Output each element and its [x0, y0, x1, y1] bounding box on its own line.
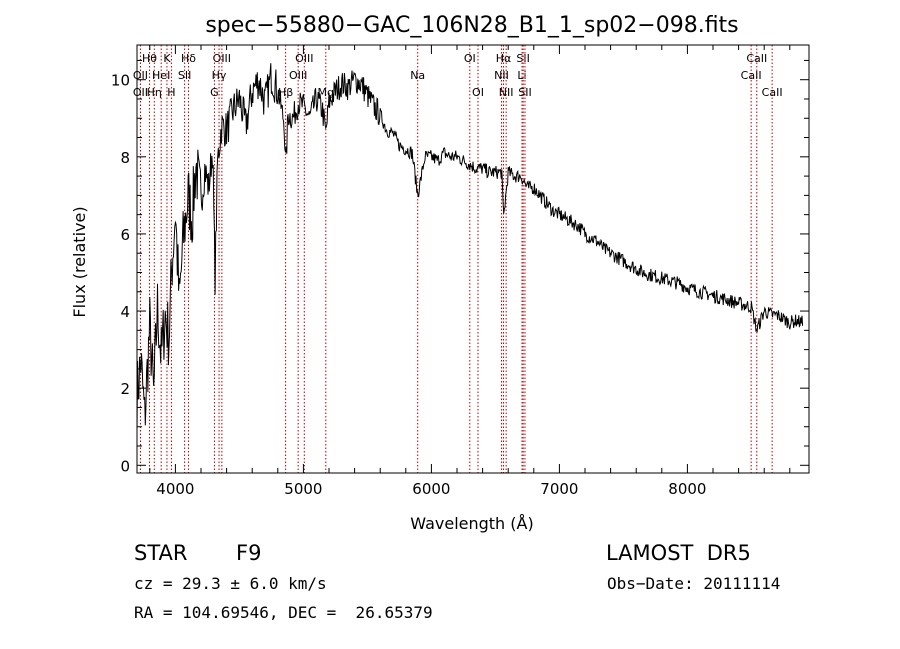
line-label-17: OI: [464, 52, 476, 65]
survey-label: LAMOST DR5: [606, 541, 751, 565]
y-tick-label-2: 4: [120, 303, 130, 321]
line-label-4: K: [163, 52, 171, 65]
x-axis-label: Wavelength (Å): [410, 514, 533, 533]
x-tick-label-2: 6000: [412, 480, 450, 498]
line-label-22: SII: [516, 52, 529, 65]
x-tick-label-3: 7000: [540, 480, 578, 498]
line-label-9: OIII: [213, 52, 231, 65]
observation-date-label: Obs−Date: 20111114: [607, 574, 781, 593]
line-label-27: CaII: [762, 86, 783, 99]
line-label-12: OIII: [295, 52, 313, 65]
line-label-26: CaII: [741, 69, 762, 82]
line-label-16: Na: [410, 69, 425, 82]
spectrum-line: [136, 63, 804, 431]
chart-title: spec−55880−GAC_106N28_B1_1_sp02−098.fits: [205, 13, 738, 38]
line-label-11: G: [210, 86, 219, 99]
object-class-label: STAR: [134, 541, 188, 565]
line-label-7: Hδ: [181, 52, 196, 65]
redshift-velocity-label: cz = 29.3 ± 6.0 km/s: [134, 574, 327, 593]
y-tick-label-5: 10: [111, 72, 130, 90]
y-tick-label-3: 6: [120, 226, 130, 244]
line-label-0: Hθ: [142, 52, 157, 65]
plot-frame: [136, 44, 810, 474]
line-label-23: Li: [517, 69, 526, 82]
line-label-3: Hη: [147, 86, 162, 99]
line-label-14: Hβ: [278, 86, 293, 99]
x-tick-label-4: 8000: [668, 480, 706, 498]
line-label-20: NII: [494, 69, 509, 82]
line-label-25: CaII: [746, 52, 767, 65]
y-tick-label-0: 0: [120, 457, 130, 475]
line-label-19: Hα: [496, 52, 512, 65]
line-label-10: Hγ: [212, 69, 227, 82]
x-tick-label-1: 5000: [284, 480, 322, 498]
line-label-24: SII: [518, 86, 531, 99]
line-label-13: OIII: [289, 69, 307, 82]
y-tick-label-4: 8: [120, 149, 130, 167]
x-tick-label-0: 4000: [156, 480, 194, 498]
y-tick-label-1: 2: [120, 380, 130, 398]
line-label-18: OI: [472, 86, 484, 99]
line-label-8: SII: [178, 69, 191, 82]
object-subclass-label: F9: [236, 541, 262, 565]
y-axis-label: Flux (relative): [70, 206, 89, 317]
line-label-5: HeI: [152, 69, 170, 82]
line-label-6: H: [167, 86, 175, 99]
coordinates-label: RA = 104.69546, DEC = 26.65379: [134, 603, 433, 622]
line-label-21: NII: [499, 86, 514, 99]
